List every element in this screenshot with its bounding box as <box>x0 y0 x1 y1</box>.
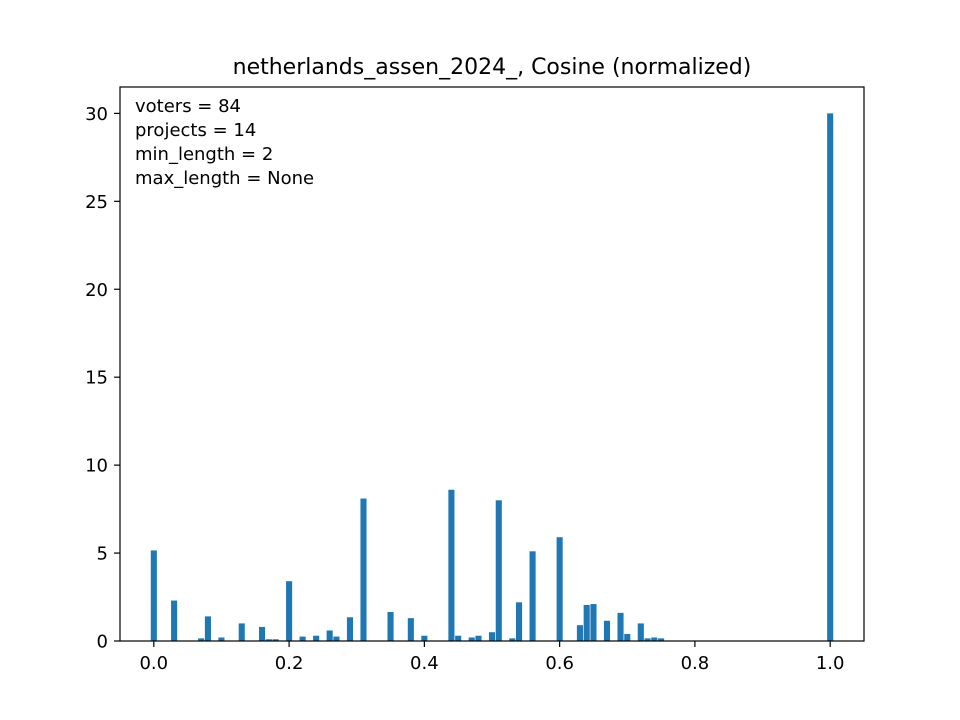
histogram-bar <box>827 113 834 641</box>
histogram-bar <box>576 625 583 641</box>
x-tick-label: 0.6 <box>545 653 574 674</box>
stats-annotation-line: max_length = None <box>135 168 314 189</box>
histogram-bar <box>360 498 367 641</box>
histogram-bar <box>475 635 482 641</box>
histogram-bar <box>488 632 496 641</box>
histogram-bar <box>590 604 597 641</box>
histogram-bar <box>171 600 178 641</box>
histogram-bar <box>258 626 266 641</box>
bars-layer <box>150 113 834 641</box>
histogram-bar <box>495 500 502 641</box>
x-tick-label: 1.0 <box>816 653 845 674</box>
plot-frame <box>119 86 865 642</box>
histogram-bar <box>651 637 658 641</box>
histogram-bar <box>346 617 354 641</box>
histogram-bar <box>556 537 563 641</box>
stats-annotation-line: voters = 84 <box>135 96 241 117</box>
histogram-bar <box>637 623 644 641</box>
y-tick-label: 15 <box>85 368 108 389</box>
stats-annotation-line: projects = 14 <box>135 120 256 141</box>
y-tick-label: 20 <box>85 280 108 301</box>
histogram-bar <box>286 581 293 641</box>
histogram-bar <box>204 616 211 641</box>
histogram-bar <box>468 637 475 641</box>
stats-annotation: voters = 84 projects = 14 min_length = 2 ma… <box>135 96 314 189</box>
histogram-bar <box>333 636 340 641</box>
histogram-bar <box>272 639 279 641</box>
histogram-bar <box>218 637 225 641</box>
histogram-bar <box>299 636 306 641</box>
histogram-bar <box>529 551 536 641</box>
histogram-bar <box>603 620 611 641</box>
histogram-bar <box>516 602 523 641</box>
histogram-bar <box>313 635 320 641</box>
histogram-bar <box>624 633 631 641</box>
histogram-bar <box>265 639 272 641</box>
histogram-bar <box>583 604 590 641</box>
x-tick-label: 0.8 <box>681 653 710 674</box>
y-tick-label: 25 <box>85 192 108 213</box>
chart-title: netherlands_assen_2024_, Cosine (normali… <box>233 55 752 80</box>
histogram-bar <box>198 638 205 641</box>
stats-annotation-line: min_length = 2 <box>135 144 273 165</box>
y-tick-label: 0 <box>97 632 108 653</box>
histogram-bar <box>448 489 455 641</box>
histogram-bar <box>150 550 157 641</box>
x-axis: 0.0 0.2 0.4 0.6 0.8 1.0 <box>139 641 845 674</box>
y-tick-label: 10 <box>85 456 108 477</box>
x-tick-label: 0.0 <box>139 653 168 674</box>
histogram-bar <box>455 635 462 641</box>
histogram-bar <box>421 635 428 641</box>
histogram-bar <box>326 630 333 641</box>
y-axis: 0 5 10 15 20 25 30 <box>85 104 120 653</box>
histogram-bar <box>387 611 394 641</box>
y-tick-label: 5 <box>97 544 108 565</box>
x-tick-label: 0.2 <box>275 653 304 674</box>
histogram-bar <box>238 623 245 641</box>
histogram-bar <box>644 638 651 641</box>
histogram-bar <box>509 638 516 641</box>
y-tick-label: 30 <box>85 104 108 125</box>
x-tick-label: 0.4 <box>410 653 439 674</box>
histogram-bar <box>658 638 665 641</box>
histogram-bar <box>407 618 414 641</box>
histogram-bar <box>617 612 624 641</box>
